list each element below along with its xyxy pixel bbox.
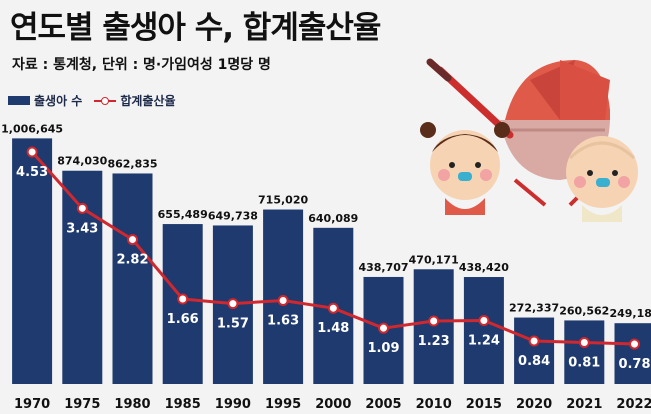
legend-line-label: 합계출산율 bbox=[120, 94, 176, 108]
line-value-label: 1.57 bbox=[217, 317, 249, 332]
line-point bbox=[76, 202, 88, 214]
x-tick-label: 2000 bbox=[315, 397, 351, 412]
stroller-with-two-babies-icon bbox=[420, 58, 638, 222]
line-point bbox=[378, 322, 389, 334]
bar-value-label: 438,707 bbox=[358, 261, 408, 274]
x-tick-label: 1975 bbox=[64, 397, 100, 412]
line-value-label: 0.81 bbox=[568, 356, 600, 371]
line-value-label: 1.23 bbox=[418, 334, 450, 349]
line-point bbox=[478, 314, 490, 326]
line-point bbox=[177, 293, 189, 305]
line-value-label: 1.66 bbox=[167, 312, 199, 327]
line-value-label: 3.43 bbox=[66, 221, 98, 236]
bar-value-label: 649,738 bbox=[208, 209, 258, 222]
line-point bbox=[528, 335, 540, 347]
bar-value-label: 249,186 bbox=[609, 307, 651, 320]
line-point bbox=[26, 146, 38, 158]
x-tick-label: 1980 bbox=[114, 397, 150, 412]
line-value-label: 0.84 bbox=[518, 354, 550, 369]
chart-title: 연도별 출생아 수, 합계출산율 bbox=[10, 10, 381, 46]
line-point bbox=[428, 315, 440, 327]
bar-value-label: 640,089 bbox=[308, 212, 358, 225]
bar-1980 bbox=[112, 173, 153, 384]
line-point bbox=[327, 302, 339, 314]
line-value-label: 2.82 bbox=[116, 253, 148, 268]
x-tick-label: 2020 bbox=[516, 397, 552, 412]
bar-value-label: 655,489 bbox=[158, 208, 208, 221]
bar-value-label: 862,835 bbox=[107, 157, 157, 170]
x-tick-label: 2005 bbox=[365, 397, 401, 412]
bar-value-label: 272,337 bbox=[509, 302, 559, 315]
bar-1970 bbox=[12, 138, 53, 384]
line-point bbox=[227, 298, 239, 310]
x-tick-label: 2021 bbox=[566, 397, 602, 412]
line-value-label: 0.78 bbox=[618, 357, 650, 372]
legend-bar-label: 출생아 수 bbox=[34, 94, 83, 108]
bar-2010 bbox=[413, 269, 454, 384]
bar-value-label: 1,006,645 bbox=[1, 122, 63, 135]
line-value-label: 1.63 bbox=[267, 314, 299, 329]
line-value-label: 1.24 bbox=[468, 333, 500, 348]
bar-value-label: 715,020 bbox=[258, 194, 308, 207]
bar-2015 bbox=[463, 277, 504, 384]
x-tick-label: 2015 bbox=[466, 397, 502, 412]
bar-2022 bbox=[614, 323, 651, 384]
legend-line-swatch bbox=[94, 96, 117, 106]
chart-legend: 출생아 수 합계출산율 bbox=[8, 92, 176, 109]
legend-bar-swatch bbox=[8, 96, 30, 105]
line-value-label: 1.48 bbox=[317, 321, 349, 336]
x-tick-label: 2022 bbox=[616, 397, 651, 412]
x-tick-label: 1995 bbox=[265, 397, 301, 412]
line-point bbox=[127, 234, 138, 246]
bar-value-label: 470,171 bbox=[409, 253, 459, 266]
line-value-label: 4.53 bbox=[16, 165, 48, 180]
line-point bbox=[578, 337, 590, 349]
line-point bbox=[629, 338, 640, 350]
bar-value-label: 260,562 bbox=[559, 304, 609, 317]
x-tick-label: 1990 bbox=[215, 397, 251, 412]
bar-value-label: 874,030 bbox=[57, 155, 107, 168]
x-tick-label: 1970 bbox=[14, 397, 50, 412]
x-tick-label: 2010 bbox=[416, 397, 452, 412]
bar-2020 bbox=[514, 317, 555, 384]
chart-subtitle: 자료 : 통계청, 단위 : 명·가임여성 1명당 명 bbox=[12, 57, 271, 73]
line-value-label: 1.09 bbox=[367, 341, 399, 356]
bar-2021 bbox=[564, 320, 605, 384]
x-tick-label: 1985 bbox=[165, 397, 201, 412]
bar-1975 bbox=[62, 170, 103, 384]
bar-value-label: 438,420 bbox=[459, 261, 509, 274]
line-point bbox=[277, 295, 289, 307]
